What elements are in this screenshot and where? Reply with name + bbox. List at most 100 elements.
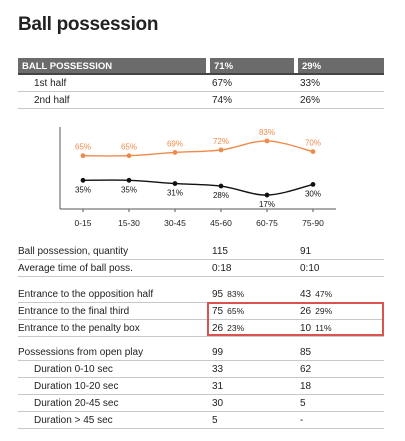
team2-percent: 11% xyxy=(315,323,332,333)
data-point xyxy=(264,192,270,198)
data-label: 35% xyxy=(75,185,91,194)
row-team2: 43 47% xyxy=(298,286,384,302)
row-label: Duration 20-45 sec xyxy=(34,398,119,409)
data-label: 69% xyxy=(167,139,183,148)
data-point xyxy=(172,181,178,186)
row-label: Average time of ball poss. xyxy=(18,263,133,274)
row-label: 1st half xyxy=(34,78,67,89)
possession-summary-table: BALL POSSESSION 71% 29% 1st half 67% 33%… xyxy=(18,58,384,109)
x-tick-label: 0-15 xyxy=(74,218,91,228)
header-label: BALL POSSESSION xyxy=(18,58,206,73)
x-tick-label: 45-60 xyxy=(210,218,232,228)
row-team2: 10 11% xyxy=(298,320,384,336)
x-tick-label: 30-45 xyxy=(164,218,186,228)
data-label: 65% xyxy=(121,143,137,152)
row-team1: 31 xyxy=(212,381,224,392)
team2-count: 26 xyxy=(300,306,312,317)
possession-line-chart: 0-15 15-30 30-45 45-60 60-75 75-90 65% 65% 69% 72… xyxy=(59,127,336,228)
series-line-1 xyxy=(82,179,314,196)
row-team1: 67% xyxy=(212,78,233,89)
row-team2: 62 xyxy=(300,364,312,375)
table-row: Duration 10-20 sec 31 18 xyxy=(18,378,384,395)
team1-count: 26 xyxy=(212,323,224,334)
team1-percent: 65% xyxy=(227,306,245,316)
row-label: Duration 0-10 sec xyxy=(34,364,113,375)
team2-count: 43 xyxy=(300,289,312,300)
row-team1: 33 xyxy=(212,364,224,375)
row-team1: 75 65% xyxy=(210,303,294,319)
table-row: Possessions from open play 99 85 xyxy=(18,344,384,361)
row-label: Duration 10-20 sec xyxy=(34,381,119,392)
table-row: Duration 20-45 sec 30 5 xyxy=(18,395,384,412)
data-point xyxy=(218,147,224,153)
table-row: 2nd half 74% 26% xyxy=(18,92,384,109)
highlight-box xyxy=(207,302,384,336)
possession-chart: 0-15 15-30 30-45 45-60 60-75 75-90 65% 65% 69% 72… xyxy=(18,113,384,237)
data-point xyxy=(310,182,316,187)
row-team2: 18 xyxy=(300,381,312,392)
data-label: 72% xyxy=(213,137,229,146)
row-team1: 95 83% xyxy=(210,286,294,302)
row-team1: 115 xyxy=(212,246,228,257)
data-label: 28% xyxy=(213,191,229,200)
stats-table-1: Ball possession, quantity 115 91 Average… xyxy=(18,243,384,277)
table-row: 1st half 67% 33% xyxy=(18,75,384,92)
x-tick-label: 60-75 xyxy=(256,218,278,228)
table-row: Duration 0-10 sec 33 62 xyxy=(18,361,384,378)
row-label: Entrance to the opposition half xyxy=(18,289,154,300)
team2-percent: 29% xyxy=(315,306,333,316)
data-label: 35% xyxy=(121,185,137,194)
row-label: Duration > 45 sec xyxy=(34,415,113,426)
stats-table-2: Entrance to the opposition half 95 83% 43… xyxy=(18,286,384,337)
data-label: 31% xyxy=(167,189,183,198)
row-team1: 0:18 xyxy=(212,263,232,274)
x-tick-label: 75-90 xyxy=(302,218,324,228)
table-row: Entrance to the final third 75 65% 26 29% xyxy=(18,303,384,320)
row-team1: 30 xyxy=(212,398,224,409)
row-team2: 85 xyxy=(300,347,312,358)
row-team2: 91 xyxy=(300,246,312,257)
table-row: Duration > 45 sec 5 - xyxy=(18,412,384,429)
table-header: BALL POSSESSION 71% 29% xyxy=(18,58,384,75)
series-line-0 xyxy=(82,140,314,157)
row-team1: 5 xyxy=(212,415,218,426)
data-label: 30% xyxy=(305,189,321,198)
data-label: 17% xyxy=(259,200,275,209)
row-team2: 0:10 xyxy=(300,263,320,274)
page-title: Ball possession xyxy=(18,14,159,35)
data-point xyxy=(310,149,316,154)
table-row: Average time of ball poss. 0:18 0:10 xyxy=(18,260,384,277)
table-row: Ball possession, quantity 115 91 xyxy=(18,243,384,260)
row-team2: 26% xyxy=(300,95,321,106)
row-team2: 5 xyxy=(300,398,306,409)
data-point xyxy=(172,150,178,155)
data-label: 65% xyxy=(75,143,91,152)
row-label: Entrance to the final third xyxy=(18,306,130,317)
header-team2: 29% xyxy=(298,58,384,73)
team2-count: 10 xyxy=(300,323,312,334)
row-team1: 99 xyxy=(212,347,224,358)
x-tick-label: 15-30 xyxy=(118,218,140,228)
table-row: Entrance to the penalty box 26 23% 10 11% xyxy=(18,320,384,337)
row-label: Possessions from open play xyxy=(18,347,144,358)
team1-count: 95 xyxy=(212,289,224,300)
data-point xyxy=(126,153,132,159)
team1-count: 75 xyxy=(212,306,224,317)
team1-percent: 83% xyxy=(227,289,245,299)
row-label: 2nd half xyxy=(34,95,70,106)
header-team1: 71% xyxy=(210,58,294,73)
table-row: Entrance to the opposition half 95 83% 43… xyxy=(18,286,384,303)
data-point xyxy=(80,153,86,159)
data-point xyxy=(264,138,270,144)
data-label: 70% xyxy=(305,139,321,148)
data-label: 83% xyxy=(259,128,275,137)
row-team2: 26 29% xyxy=(298,303,384,319)
data-point xyxy=(80,177,86,183)
data-point xyxy=(218,183,224,189)
team1-percent: 23% xyxy=(227,323,245,333)
row-team2: - xyxy=(300,415,304,426)
row-label: Ball possession, quantity xyxy=(18,246,129,257)
row-label: Entrance to the penalty box xyxy=(18,323,140,334)
team2-percent: 47% xyxy=(315,289,333,299)
data-point xyxy=(126,177,132,183)
